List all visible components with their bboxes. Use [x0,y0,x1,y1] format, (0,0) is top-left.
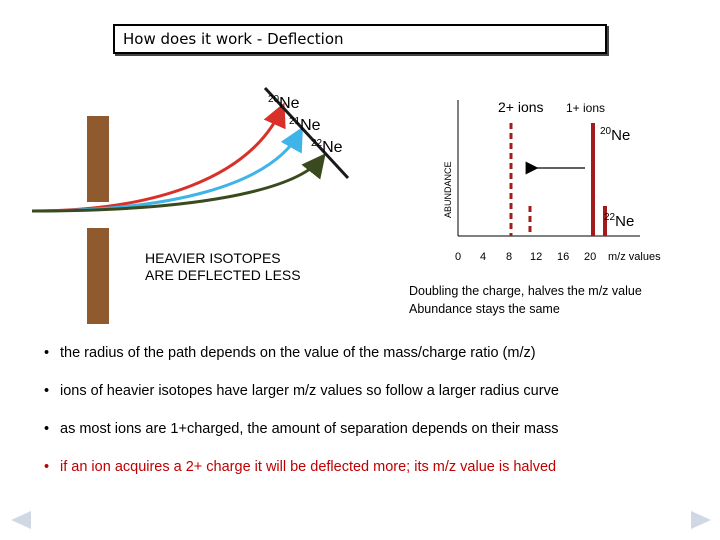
label-1plus-ions: 1+ ions [566,101,605,115]
detector-line [263,86,350,180]
previous-slide-icon[interactable] [11,511,31,529]
label-2plus-ions: 2+ ions [498,99,544,115]
slide-title: How does it work - Deflection [123,30,344,48]
tick-20: 20 [584,251,596,263]
deflection-caption: HEAVIER ISOTOPES ARE DEFLECTED LESS [145,250,301,284]
label-22ne: 22Ne [311,138,343,156]
peak-label-20ne: 20Ne [600,126,630,144]
caption-line-2: ARE DEFLECTED LESS [145,267,301,283]
note-item: as most ions are 1+charged, the amount o… [44,421,714,459]
tick-12: 12 [530,251,542,263]
note-item: the radius of the path depends on the va… [44,345,714,383]
path-21ne [31,126,303,213]
spectrum-xlabel: m/z values [608,251,661,263]
tick-16: 16 [557,251,569,263]
tick-0: 0 [455,251,461,263]
summary-line-1: Doubling the charge, halves the m/z valu… [409,284,642,298]
path-22ne [31,153,326,213]
title-box: How does it work - Deflection [113,24,607,54]
tick-4: 4 [480,251,486,263]
note-item: if an ion acquires a 2+ charge it will b… [44,459,714,497]
tick-8: 8 [506,251,512,263]
spectrum-summary: Doubling the charge, halves the m/z valu… [409,282,642,318]
caption-line-1: HEAVIER ISOTOPES [145,250,281,266]
magnet-pole-bottom [87,228,109,324]
label-21ne: 21Ne [289,116,321,134]
summary-line-2: Abundance stays the same [409,302,560,316]
path-20ne [31,102,286,213]
label-20ne: 20Ne [268,94,300,112]
notes-list: the radius of the path depends on the va… [44,345,714,497]
peak-label-22ne: 22Ne [604,212,634,230]
note-item: ions of heavier isotopes have larger m/z… [44,383,714,421]
next-slide-icon[interactable] [691,511,711,529]
spectrum-ylabel: ABUNDANCE [443,161,453,218]
magnet-pole-top [87,116,109,202]
